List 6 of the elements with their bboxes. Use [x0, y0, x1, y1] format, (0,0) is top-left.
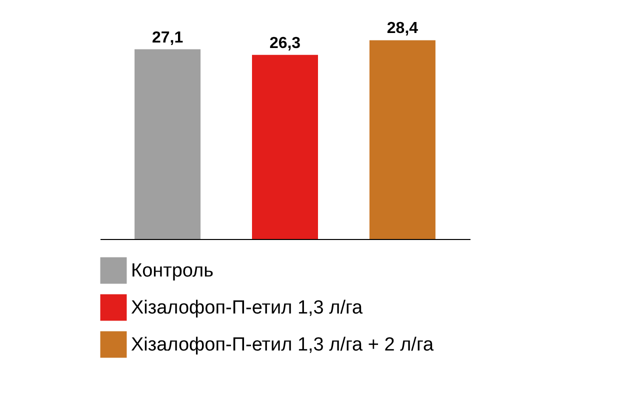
legend-label: Хізалофоп-П-етил 1,3 л/га + 2 л/га: [131, 334, 434, 356]
legend-label: Контроль: [131, 260, 214, 282]
legend-label: Хізалофоп-П-етил 1,3 л/га: [131, 298, 364, 318]
data-label: 27,1: [152, 29, 184, 46]
data-label: 26,3: [269, 34, 301, 52]
data-label: 28,4: [386, 20, 418, 38]
